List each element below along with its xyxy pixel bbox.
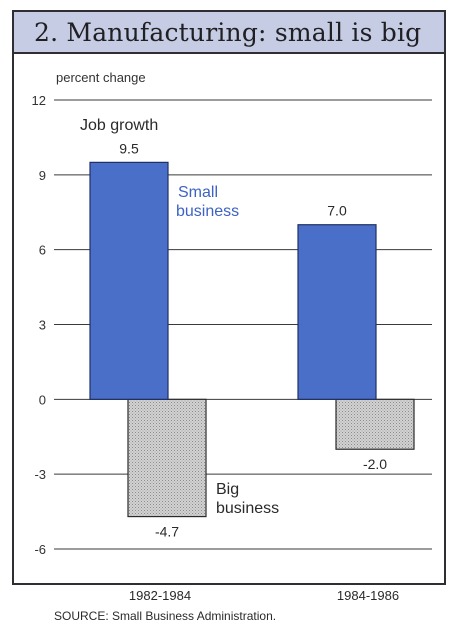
y-tick-label: 12: [32, 93, 46, 108]
small-business-bar: [297, 224, 377, 400]
chart-header: 2. Manufacturing: small is big: [12, 10, 446, 54]
big-business-value-label: -4.7: [155, 524, 179, 540]
job-growth-annotation: Job growth: [80, 117, 158, 134]
big-business-value-label: -2.0: [363, 456, 387, 472]
small-business-value-label: 7.0: [327, 203, 347, 219]
big-business-bar: [127, 398, 207, 518]
big-business-label-line2: business: [216, 500, 279, 517]
y-tick-label: 9: [39, 168, 46, 183]
y-tick-label: 0: [39, 392, 46, 407]
y-tick-label: -3: [34, 467, 46, 482]
small-business-label-line2: business: [176, 203, 239, 220]
y-tick-label: 6: [39, 243, 46, 258]
small-business-value-label: 9.5: [119, 140, 139, 156]
source-note: SOURCE: Small Business Administration.: [54, 609, 277, 623]
big-business-label-line1: Big: [216, 481, 239, 498]
big-business-bar: [335, 398, 415, 450]
x-category-label: 1984-1986: [337, 588, 399, 603]
y-axis-label: percent change: [56, 70, 146, 85]
small-business-label-line1: Small: [178, 184, 218, 201]
chart-title: 2. Manufacturing: small is big: [34, 18, 422, 47]
y-tick-label: 3: [39, 318, 46, 333]
y-tick-label: -6: [34, 542, 46, 557]
small-business-bar: [89, 161, 169, 400]
x-category-label: 1982-1984: [129, 588, 191, 603]
